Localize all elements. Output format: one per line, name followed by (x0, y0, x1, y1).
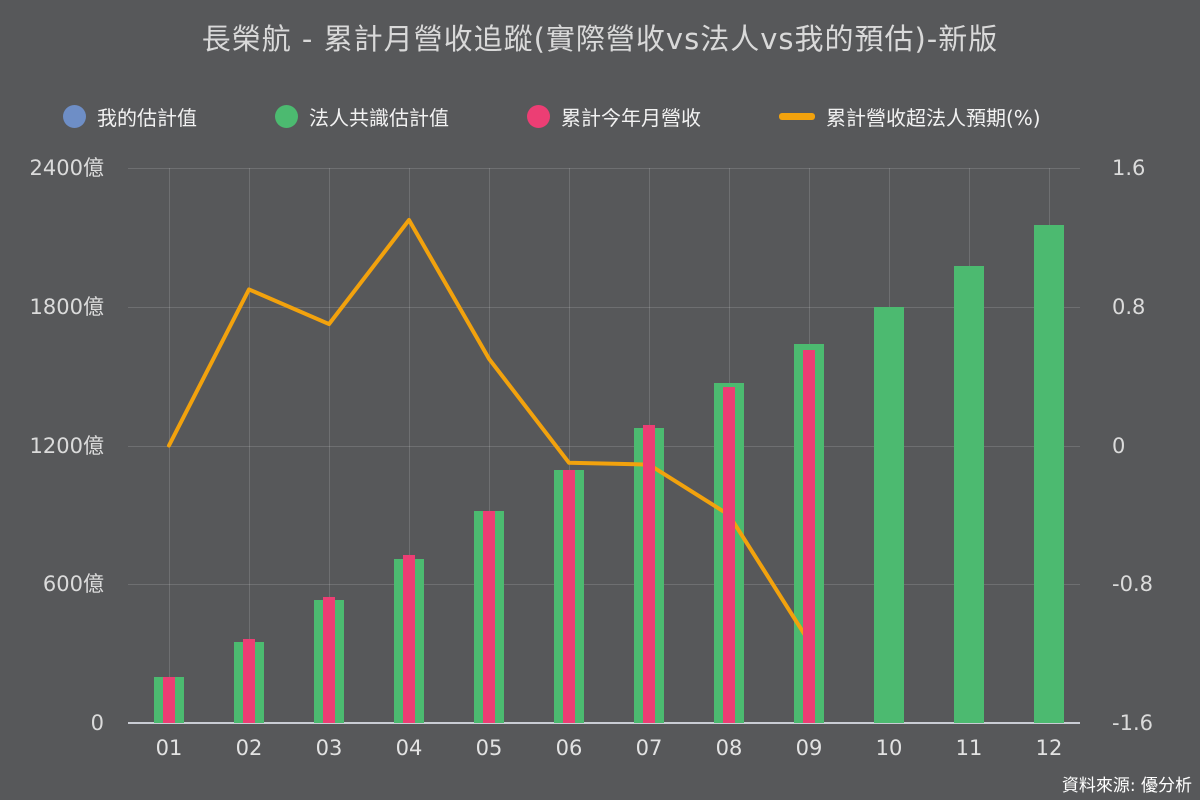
legend-item-3[interactable]: 累計今年月營收 (527, 102, 701, 131)
source-note: 資料來源: 優分析 (1061, 776, 1192, 796)
x-axis-label: 12 (1035, 736, 1063, 760)
bar-consensus-11[interactable] (954, 266, 984, 723)
chart-title: 長榮航 - 累計月營收追蹤(實際營收vs法人vs我的預估)-新版 (201, 22, 999, 56)
left-axis-tick-label: 0 (90, 711, 104, 735)
legend-item-2[interactable]: 法人共識估計值 (275, 102, 449, 131)
x-axis-label: 06 (555, 736, 583, 760)
bar-actual-06[interactable] (563, 469, 575, 723)
x-axis-label: 11 (955, 736, 983, 760)
bar-actual-02[interactable] (243, 638, 255, 723)
legend-item-1[interactable]: 我的估計值 (63, 102, 197, 131)
left-axis-tick-label: 600億 (42, 572, 104, 597)
horizontal-gridline (128, 445, 1080, 447)
legend-item-4[interactable]: 累計營收超法人預期(%) (779, 102, 1041, 131)
bar-consensus-12[interactable] (1034, 224, 1064, 723)
x-axis-label: 09 (795, 736, 823, 760)
bar-actual-05[interactable] (483, 511, 495, 723)
vertical-gridline (329, 168, 330, 723)
vertical-gridline (249, 168, 250, 723)
x-axis-label: 07 (635, 736, 663, 760)
legend-item-label: 累計今年月營收 (561, 106, 701, 130)
right-axis-tick-label: 0.8 (1112, 294, 1146, 319)
horizontal-gridline (128, 584, 1080, 586)
x-axis-line (128, 722, 1080, 724)
bar-actual-07[interactable] (643, 424, 655, 723)
left-axis-tick-label: 1200億 (29, 433, 104, 458)
plot-area (128, 168, 1080, 724)
right-axis-tick-label: -0.8 (1112, 572, 1153, 597)
vertical-gridline (409, 168, 410, 723)
x-axis-label: 08 (715, 736, 743, 760)
vertical-gridline (569, 168, 570, 723)
x-axis-label: 02 (235, 736, 263, 760)
horizontal-gridline (128, 306, 1080, 308)
right-axis-tick-label: 1.6 (1112, 156, 1146, 180)
bar-actual-04[interactable] (403, 555, 415, 723)
x-axis-label: 01 (155, 736, 183, 760)
bar-actual-08[interactable] (723, 386, 735, 723)
bar-actual-01[interactable] (163, 676, 175, 723)
x-axis-label: 10 (875, 736, 903, 760)
legend-item-label: 法人共識估計值 (309, 106, 449, 130)
surprise-line-layer (167, 218, 811, 644)
bar-actual-03[interactable] (323, 596, 335, 723)
left-axis-tick-label: 1800億 (29, 294, 104, 319)
legend-dot-marker-icon (63, 105, 86, 128)
right-axis-tick-label: 0 (1112, 433, 1126, 458)
legend-item-label: 累計營收超法人預期(%) (826, 106, 1041, 130)
x-axis-label: 05 (475, 736, 503, 760)
x-axis-label: 03 (315, 736, 343, 760)
x-axis-label: 04 (395, 736, 423, 760)
legend-dot-marker-icon (527, 105, 550, 128)
legend: 我的估計值 法人共識估計值 累計今年月營收 累計營收超法人預期(%) (63, 102, 1041, 131)
legend-line-marker-icon (779, 113, 815, 120)
bar-consensus-10[interactable] (874, 306, 904, 723)
right-axis-tick-label: -1.6 (1112, 711, 1153, 735)
vertical-gridline (489, 168, 490, 723)
surprise-line[interactable] (167, 218, 811, 644)
legend-dot-marker-icon (275, 105, 298, 128)
horizontal-gridline (128, 168, 1080, 169)
left-axis-tick-label: 2400億 (29, 156, 104, 180)
legend-item-label: 我的估計值 (97, 106, 197, 130)
bar-actual-09[interactable] (803, 349, 815, 723)
